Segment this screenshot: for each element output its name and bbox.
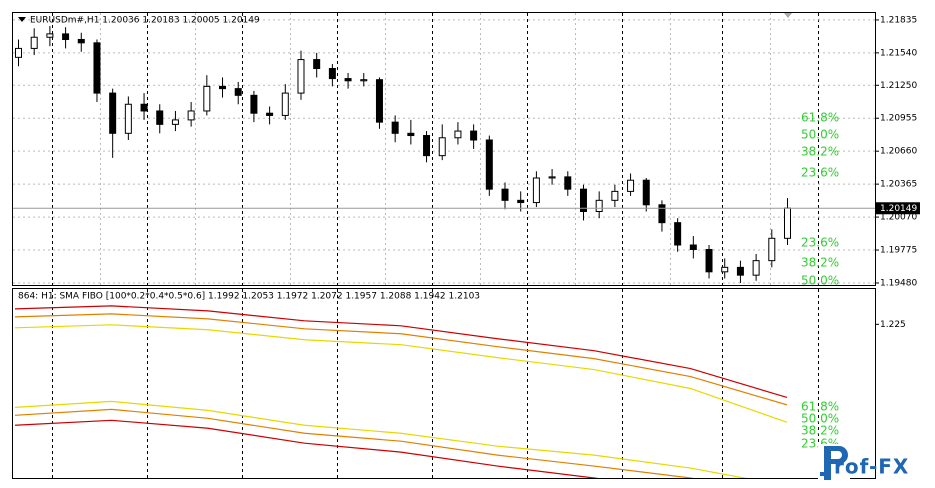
candle-body	[579, 188, 587, 212]
candle-body	[564, 176, 572, 190]
candle-body	[250, 94, 258, 114]
y-tick-label: 1.21540	[880, 48, 917, 58]
candle-body	[124, 103, 132, 134]
fib-label: 61.8%	[801, 400, 839, 414]
candle-body	[30, 36, 38, 49]
candle-body	[203, 85, 211, 112]
candle-body	[93, 42, 101, 94]
indicator-line	[14, 400, 748, 478]
candle-body	[501, 188, 509, 201]
shift-marker	[784, 13, 792, 18]
candle-body	[187, 110, 195, 121]
indicator-line	[14, 408, 694, 478]
candle-body	[234, 88, 242, 96]
fib-label: 61.8%	[801, 111, 839, 125]
candle-body	[281, 92, 289, 116]
indicator-line	[14, 313, 788, 406]
fib-label: 23.6%	[801, 166, 839, 180]
candle-body	[454, 130, 462, 139]
indicator-line	[14, 419, 599, 478]
y-tick-label: 1.20365	[880, 180, 917, 190]
fib-label: 50.0%	[801, 412, 839, 426]
candle-body	[140, 103, 148, 112]
candle-body	[46, 33, 54, 38]
candle-body	[611, 190, 619, 201]
candle-body	[674, 222, 682, 246]
candle-body	[721, 266, 729, 273]
y-tick-label: 1.19480	[880, 278, 917, 288]
fib-label: 50.0%	[801, 274, 839, 288]
y-tick-label: 1.21835	[880, 15, 917, 25]
candle-body	[297, 59, 305, 94]
logo: rof-FX	[818, 444, 909, 482]
candle-body	[689, 244, 697, 250]
panel-icon	[18, 17, 26, 22]
candle-body	[532, 177, 540, 204]
logo-text: rof-FX	[834, 455, 909, 479]
candle-body	[517, 199, 525, 204]
indicator-plot: 61.8%50.0%38.2%23.6%	[14, 305, 839, 478]
candle-body	[77, 38, 85, 44]
candle-body	[470, 130, 478, 141]
candle-body	[768, 237, 776, 262]
current-price-label: 1.20149	[880, 204, 917, 214]
candle-body	[548, 176, 556, 179]
chart-title: EURUSDm#,H1 1.20036 1.20183 1.20005 1.20…	[30, 16, 260, 26]
candle-body	[658, 204, 666, 224]
candle-body	[595, 199, 603, 212]
candle-body	[344, 78, 352, 82]
y-tick-label: 1.19775	[880, 246, 917, 256]
candle-body	[407, 132, 415, 137]
candle-body	[627, 179, 635, 192]
current-price-box	[876, 202, 920, 215]
candle-body	[391, 121, 399, 134]
candle-body	[784, 207, 791, 239]
indicator-panel	[12, 288, 876, 479]
candle-body	[219, 85, 227, 90]
indicator-line	[14, 305, 788, 399]
fib-label: 38.2%	[801, 424, 839, 438]
candle-body	[705, 248, 713, 273]
indicator-title: 864: H1: SMA FIBO [100*0.2*0.4*0.5*0.6] …	[18, 292, 480, 302]
main-plot: 61.8% 50.0% 38.2% 23.6% 23.6% 38.2% 50.0%	[13, 19, 875, 288]
y-tick-label: 1.20660	[880, 147, 917, 157]
candle-body	[423, 135, 431, 157]
fib-label: 23.6%	[801, 236, 839, 250]
fib-label: 50.0%	[801, 128, 839, 142]
candle-body	[15, 47, 22, 58]
candle-body	[171, 119, 179, 125]
candle-body	[752, 260, 760, 276]
candle-body	[438, 137, 446, 157]
candle-body	[109, 92, 117, 134]
y-tick-label: 1.20070	[880, 213, 917, 223]
candle-body	[736, 266, 744, 276]
candle-body	[485, 139, 493, 190]
fib-label: 38.2%	[801, 256, 839, 270]
candle-body	[360, 79, 368, 82]
fib-label: 38.2%	[801, 145, 839, 159]
price-axis: 1.21835 1.21540 1.21250 1.20955 1.20660 1.203…	[875, 15, 920, 330]
y-tick-label: 1.20955	[880, 114, 917, 124]
candle-body	[62, 33, 70, 40]
indicator-line	[14, 324, 788, 423]
y-tick-label: 1.225	[880, 320, 906, 330]
candle-body	[375, 79, 383, 123]
y-tick-label: 1.21250	[880, 81, 917, 91]
candle-body	[156, 110, 164, 125]
candle-body	[266, 112, 274, 116]
candle-body	[328, 68, 336, 80]
candle-body	[642, 179, 650, 206]
candle-body	[313, 59, 321, 70]
